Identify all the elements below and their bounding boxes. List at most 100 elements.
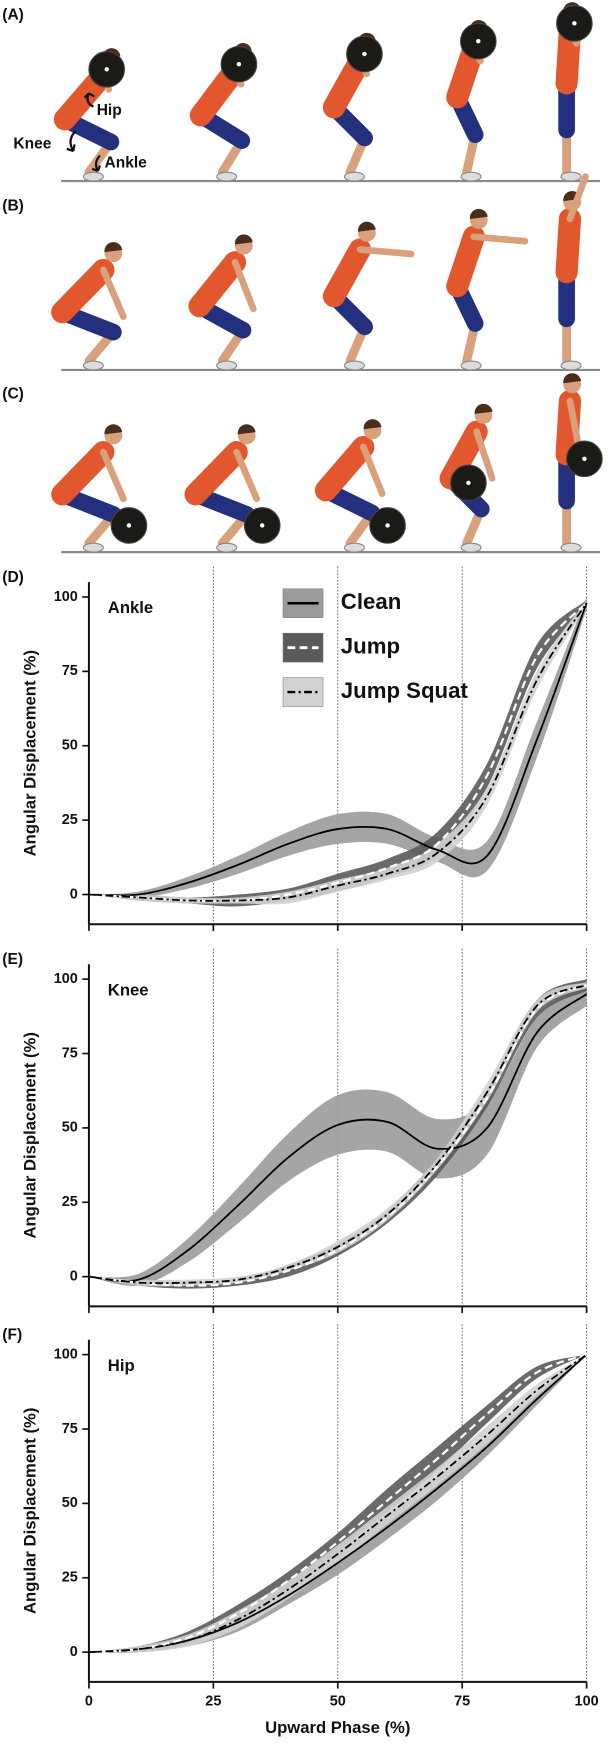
figure-part bbox=[233, 448, 261, 503]
figure-shoe bbox=[460, 360, 482, 371]
annotation: Knee bbox=[13, 136, 51, 153]
figure-part bbox=[100, 266, 127, 320]
annotation: Ankle bbox=[104, 154, 147, 171]
figure-shoe bbox=[216, 360, 238, 371]
figure-shoe bbox=[82, 542, 104, 553]
barbell-hub bbox=[476, 38, 481, 44]
figure-shoe bbox=[82, 360, 104, 371]
figure-hair bbox=[474, 403, 493, 414]
x-tick-label: 75 bbox=[454, 1694, 470, 1710]
y-tick-label: 100 bbox=[54, 589, 78, 605]
figure-part bbox=[359, 443, 386, 498]
chart: 0 25 50 75 100 (D) Ankle Angular Displacement (… bbox=[2, 566, 588, 931]
legend-label: Jump bbox=[341, 634, 400, 659]
chart-title: Knee bbox=[108, 980, 149, 999]
figure-hair bbox=[469, 208, 488, 219]
figure-shoe bbox=[343, 360, 365, 371]
y-tick-label: 100 bbox=[54, 971, 78, 987]
x-axis-title: Upward Phase (%) bbox=[265, 1718, 410, 1737]
figure-part bbox=[231, 258, 257, 313]
figure-part bbox=[566, 397, 583, 452]
chart: 0 25 50 75 100 0 25 50 75 100 (F) Hip Angular Displa… bbox=[2, 1324, 599, 1737]
figure-hair bbox=[104, 424, 123, 435]
y-tick-label: 50 bbox=[62, 1120, 78, 1136]
legend-label: Clean bbox=[341, 589, 401, 614]
figure-hair bbox=[357, 221, 376, 232]
y-tick-label: 0 bbox=[70, 1644, 78, 1660]
x-tick-label: 0 bbox=[85, 1694, 93, 1710]
arrow bbox=[91, 154, 102, 173]
arrow bbox=[66, 130, 77, 153]
figure-shoe bbox=[560, 360, 582, 371]
figure-shoe bbox=[460, 171, 482, 182]
figure-hair bbox=[563, 373, 582, 384]
panel-label: (C) bbox=[2, 385, 24, 402]
mean-line bbox=[88, 984, 588, 1287]
panel-label: (E) bbox=[2, 951, 23, 968]
figure-part bbox=[100, 448, 127, 503]
barbell-hub bbox=[385, 523, 390, 528]
y-axis-title: Angular Displacement (%) bbox=[21, 1032, 40, 1238]
panel-label: (D) bbox=[2, 569, 24, 586]
y-tick-label: 0 bbox=[70, 886, 78, 902]
panel-label: (B) bbox=[2, 198, 24, 215]
figure-part bbox=[470, 233, 529, 245]
mean-line bbox=[88, 602, 588, 903]
figure-shoe bbox=[343, 171, 365, 182]
chart-title: Ankle bbox=[108, 598, 153, 617]
x-tick-label: 25 bbox=[205, 1694, 221, 1710]
y-tick-label: 75 bbox=[62, 1045, 78, 1061]
figure-shoe bbox=[82, 171, 104, 182]
figure-part bbox=[51, 258, 115, 324]
barbell-hub bbox=[104, 67, 109, 72]
barbell-hub bbox=[362, 51, 367, 57]
figure-part bbox=[314, 435, 375, 502]
figure-part bbox=[446, 225, 485, 298]
arrow bbox=[83, 92, 96, 108]
error-band bbox=[88, 599, 587, 905]
barbell-hub bbox=[582, 456, 587, 462]
figure-part bbox=[555, 207, 582, 284]
y-tick-label: 100 bbox=[54, 1346, 78, 1362]
y-tick-label: 50 bbox=[62, 738, 78, 754]
y-tick-label: 25 bbox=[62, 1570, 78, 1586]
panel-label: (F) bbox=[2, 1326, 22, 1343]
barbell-hub bbox=[572, 21, 577, 26]
figure-shoe bbox=[460, 542, 482, 553]
figure-shoe bbox=[216, 171, 238, 182]
y-axis-title: Angular Displacement (%) bbox=[21, 650, 40, 856]
figure-hair bbox=[363, 419, 382, 430]
figure-shoe bbox=[560, 171, 582, 182]
barbell-hub bbox=[466, 480, 471, 486]
legend-label: Jump Squat bbox=[341, 678, 469, 703]
figure-part bbox=[184, 441, 248, 506]
mean-line bbox=[88, 984, 587, 1285]
y-tick-label: 25 bbox=[62, 1194, 78, 1210]
barbell-hub bbox=[236, 61, 242, 67]
mean-line bbox=[88, 993, 588, 1283]
barbell-hub bbox=[126, 523, 132, 528]
figure-part bbox=[322, 238, 372, 308]
x-tick-label: 50 bbox=[330, 1694, 346, 1710]
figure-part bbox=[188, 251, 247, 318]
y-tick-label: 0 bbox=[70, 1268, 78, 1284]
y-tick-label: 75 bbox=[62, 1421, 78, 1437]
figure-part bbox=[356, 246, 415, 258]
mean-line bbox=[88, 1353, 588, 1654]
figure-shoe bbox=[343, 542, 365, 553]
figure-part bbox=[566, 173, 589, 223]
x-tick-label: 100 bbox=[575, 1694, 599, 1710]
illustration-panels bbox=[51, 2, 603, 554]
error-band bbox=[88, 982, 587, 1286]
figure-hair bbox=[237, 424, 256, 435]
barbell-hub bbox=[260, 523, 265, 528]
figure-shoe bbox=[216, 542, 238, 553]
figure-shoe bbox=[560, 542, 582, 553]
error-band bbox=[88, 1354, 587, 1653]
mean-line bbox=[88, 602, 588, 902]
y-tick-label: 50 bbox=[62, 1495, 78, 1511]
mean-line bbox=[88, 1353, 587, 1654]
mean-line bbox=[88, 602, 588, 897]
figure-hair bbox=[104, 242, 123, 253]
